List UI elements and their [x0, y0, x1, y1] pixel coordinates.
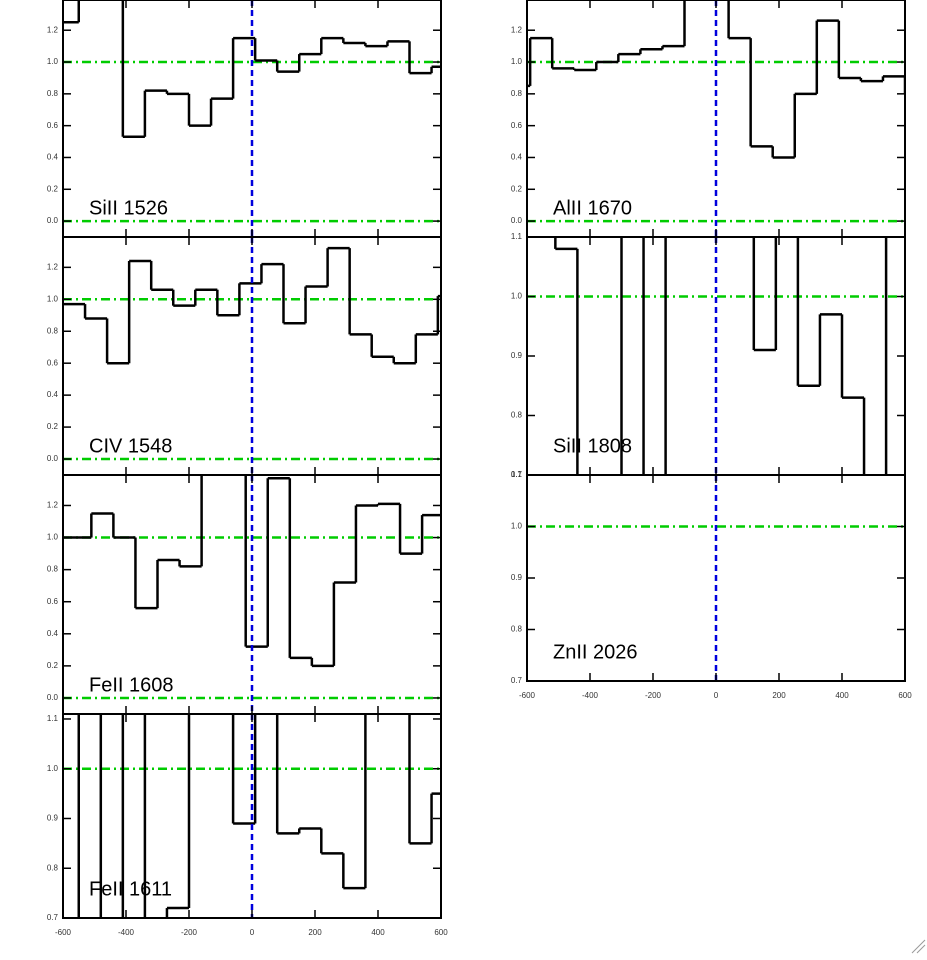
x-tick-label: -600 [519, 691, 536, 700]
y-tick-label: 1.0 [511, 292, 523, 301]
panel-label: SiII 1808 [553, 435, 632, 457]
x-tick-label: 200 [772, 691, 786, 700]
spectrum [527, 0, 905, 159]
spectrum [63, 0, 441, 139]
x-tick-label: -400 [118, 928, 135, 937]
spectrum [554, 237, 888, 475]
y-tick-label: 0.8 [511, 411, 523, 420]
y-tick-label: 0.2 [47, 661, 59, 670]
panel: 0.0 0.2 0.4 0.6 0.8 1.0 1.2 AlII 1670 [511, 0, 906, 238]
y-tick-label: 0.0 [47, 693, 59, 702]
y-tick-label: 0.9 [47, 814, 59, 823]
y-tick-label: 0.4 [47, 390, 59, 399]
y-tick-label: 1.2 [511, 25, 523, 34]
y-tick-label: 0.7 [511, 676, 523, 685]
panel-label: FeII 1611 [89, 878, 172, 900]
y-tick-label: 1.2 [47, 262, 59, 271]
panel-label: ZnII 2026 [553, 641, 638, 663]
spectrum [63, 246, 441, 365]
panel-label: FeII 1608 [89, 674, 174, 696]
y-tick-label: 0.7 [47, 913, 59, 922]
x-tick-label: 200 [308, 928, 322, 937]
y-tick-label: 1.1 [47, 714, 59, 723]
panel: 0.7 0.8 0.9 1.0 1.1 -600 -400 -200 0 200 400 600 FeI… [47, 713, 448, 937]
resize-grip [911, 939, 926, 954]
y-tick-label: 1.0 [47, 764, 59, 773]
y-tick-label: 1.2 [47, 25, 59, 34]
y-tick-label: 0.8 [511, 625, 523, 634]
y-tick-label: 0.7 [511, 470, 523, 479]
y-tick-label: 0.4 [47, 153, 59, 162]
y-tick-label: 0.4 [511, 153, 523, 162]
spectrum [77, 714, 441, 918]
y-tick-label: 0.8 [47, 89, 59, 98]
x-tick-label: -200 [181, 928, 198, 937]
y-tick-label: 0.6 [511, 121, 523, 130]
y-tick-label: 1.1 [511, 470, 523, 479]
x-tick-label: 600 [434, 928, 448, 937]
y-tick-label: 1.0 [47, 57, 59, 66]
y-tick-label: 1.0 [47, 533, 59, 542]
x-tick-label: -400 [582, 691, 599, 700]
y-tick-label: 0.8 [47, 326, 59, 335]
x-tick-label: 0 [250, 928, 255, 937]
y-tick-label: 0.9 [511, 573, 523, 582]
y-tick-label: 1.0 [47, 294, 59, 303]
x-tick-label: 0 [714, 691, 719, 700]
y-tick-label: 0.2 [47, 422, 59, 431]
y-tick-label: 1.2 [47, 501, 59, 510]
y-tick-label: 1.1 [511, 232, 523, 241]
panel-label: SiII 1526 [89, 197, 168, 219]
y-tick-label: 1.0 [511, 57, 523, 66]
x-tick-label: 600 [898, 691, 912, 700]
x-tick-label: -200 [645, 691, 662, 700]
panel: 0.7 0.8 0.9 1.0 1.1 SiII 1808 [511, 232, 906, 479]
panel: 0.0 0.2 0.4 0.6 0.8 1.0 1.2 SiII 1526 [47, 0, 442, 238]
y-tick-label: 0.9 [511, 351, 523, 360]
panel: 0.0 0.2 0.4 0.6 0.8 1.0 1.2 FeII 1608 [47, 474, 442, 715]
y-tick-label: 1.0 [511, 522, 523, 531]
panel-label: CIV 1548 [89, 435, 172, 457]
y-tick-label: 0.4 [47, 629, 59, 638]
y-tick-label: 0.6 [47, 597, 59, 606]
panel: 0.0 0.2 0.4 0.6 0.8 1.0 1.2 CIV 1548 [47, 236, 442, 476]
y-tick-label: 0.8 [47, 565, 59, 574]
panel: 0.7 0.8 0.9 1.0 1.1 -600 -400 -200 0 200 400 600 ZnI… [511, 470, 912, 700]
x-tick-label: 400 [371, 928, 385, 937]
y-tick-label: 0.2 [47, 184, 59, 193]
panel-label: AlII 1670 [553, 197, 632, 219]
x-tick-label: -600 [55, 928, 72, 937]
y-tick-label: 0.0 [47, 216, 59, 225]
y-tick-label: 0.6 [47, 121, 59, 130]
y-tick-label: 0.0 [511, 216, 523, 225]
x-tick-label: 400 [835, 691, 849, 700]
y-tick-label: 0.6 [47, 358, 59, 367]
spectrum [63, 475, 441, 668]
y-tick-label: 0.8 [511, 89, 523, 98]
y-tick-label: 0.2 [511, 184, 523, 193]
y-tick-label: 0.0 [47, 454, 59, 463]
y-tick-label: 0.8 [47, 863, 59, 872]
